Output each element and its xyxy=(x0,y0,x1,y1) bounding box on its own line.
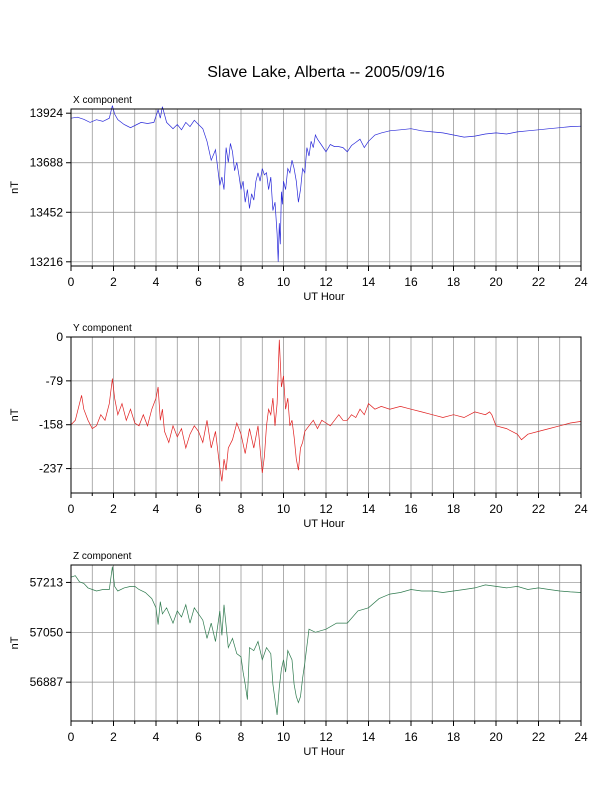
x-tick-label: 6 xyxy=(195,275,202,289)
panel-title-x: X component xyxy=(73,95,132,106)
x-tick-label: 8 xyxy=(238,502,245,516)
x-tick-label: 4 xyxy=(153,502,160,516)
x-tick-label: 20 xyxy=(489,730,503,744)
y-tick-label: 13924 xyxy=(30,106,64,120)
series-line-z xyxy=(70,566,582,715)
x-tick-label: 2 xyxy=(110,275,117,289)
x-tick-label: 2 xyxy=(110,730,117,744)
x-tick-label: 8 xyxy=(238,730,245,744)
y-tick-label: -237 xyxy=(39,462,63,476)
x-tick-label: 4 xyxy=(153,730,160,744)
x-axis-label: UT Hour xyxy=(303,291,345,303)
x-tick-label: 22 xyxy=(532,502,546,516)
x-tick-label: 24 xyxy=(574,275,588,289)
x-tick-label: 12 xyxy=(319,275,333,289)
y-axis-label: nT xyxy=(9,408,21,421)
x-tick-label: 10 xyxy=(277,502,291,516)
y-tick-label: 13452 xyxy=(30,205,64,219)
x-tick-label: 6 xyxy=(195,730,202,744)
x-tick-label: 6 xyxy=(195,502,202,516)
x-axis-label: UT Hour xyxy=(303,746,345,758)
x-tick-label: 0 xyxy=(68,275,75,289)
x-tick-label: 2 xyxy=(110,502,117,516)
y-tick-label: -79 xyxy=(46,374,64,388)
y-tick-label: 0 xyxy=(56,330,63,344)
x-tick-label: 16 xyxy=(404,730,418,744)
x-tick-label: 4 xyxy=(153,275,160,289)
x-tick-label: 18 xyxy=(447,730,461,744)
x-tick-label: 22 xyxy=(532,730,546,744)
panel-x: 0 2 4 6 8 10 12 14 16 18 20 22 241392413688134521321… xyxy=(9,95,588,303)
panels: 0 2 4 6 8 10 12 14 16 18 20 22 241392413688134521321… xyxy=(9,95,588,758)
figure-title: Slave Lake, Alberta -- 2005/09/16 xyxy=(207,64,445,81)
series-line-y xyxy=(70,339,582,482)
x-axis-label: UT Hour xyxy=(303,518,345,530)
x-tick-label: 10 xyxy=(277,275,291,289)
panel-title-z: Z component xyxy=(73,551,132,562)
x-tick-label: 24 xyxy=(574,502,588,516)
x-tick-label: 24 xyxy=(574,730,588,744)
y-tick-label: 57213 xyxy=(30,575,64,589)
x-tick-label: 12 xyxy=(319,730,333,744)
y-tick-label: 13688 xyxy=(30,156,64,170)
panel-title-y: Y component xyxy=(73,323,132,334)
x-tick-label: 16 xyxy=(404,502,418,516)
y-tick-label: 56887 xyxy=(30,675,64,689)
y-tick-label: 13216 xyxy=(30,255,64,269)
x-tick-label: 14 xyxy=(362,730,376,744)
y-axis-label: nT xyxy=(9,636,21,649)
x-tick-label: 16 xyxy=(404,275,418,289)
x-tick-label: 18 xyxy=(447,275,461,289)
x-tick-label: 20 xyxy=(489,275,503,289)
x-tick-label: 12 xyxy=(319,502,333,516)
series-line-x xyxy=(70,105,582,262)
x-tick-label: 8 xyxy=(238,275,245,289)
x-tick-label: 10 xyxy=(277,730,291,744)
y-axis-label: nT xyxy=(9,181,21,194)
x-tick-label: 18 xyxy=(447,502,461,516)
x-tick-label: 22 xyxy=(532,275,546,289)
x-tick-label: 14 xyxy=(362,502,376,516)
y-tick-label: -158 xyxy=(39,418,63,432)
x-tick-label: 0 xyxy=(68,502,75,516)
x-tick-label: 20 xyxy=(489,502,503,516)
x-tick-label: 14 xyxy=(362,275,376,289)
y-tick-label: 57050 xyxy=(30,625,64,639)
x-tick-label: 0 xyxy=(68,730,75,744)
